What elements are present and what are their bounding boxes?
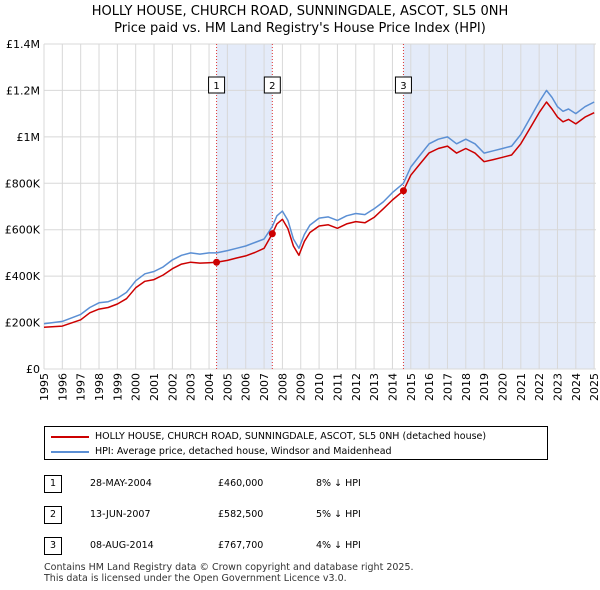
chart-title-line-1: HOLLY HOUSE, CHURCH ROAD, SUNNINGDALE, A… (91, 4, 509, 19)
transaction-points (213, 187, 407, 266)
sale-row-1: 1 28-MAY-2004 £460,000 8% ↓ HPI (44, 475, 564, 493)
sale-point-2 (268, 230, 276, 238)
sale-date: 08-AUG-2014 (90, 540, 154, 551)
x-tick-label: 2007 (258, 373, 271, 401)
x-tick-label: 2017 (441, 373, 454, 401)
y-tick-label: £200K (5, 317, 41, 330)
sale-hpi-diff: 5% ↓ HPI (316, 509, 361, 520)
legend-hpi-label: HPI: Average price, detached house, Wind… (95, 446, 392, 457)
sale-row-3: 3 08-AUG-2014 £767,700 4% ↓ HPI (44, 537, 564, 555)
footer-line-1: Contains HM Land Registry data © Crown c… (44, 562, 414, 573)
sale-row-2: 2 13-JUN-2007 £582,500 5% ↓ HPI (44, 506, 564, 524)
x-tick-label: 2010 (313, 373, 326, 401)
shaded-region-1 (216, 44, 273, 369)
sale-point-3 (399, 187, 407, 195)
x-tick-label: 1997 (75, 373, 88, 401)
transaction-box-2 (263, 76, 281, 94)
x-tick-label: 2000 (130, 373, 143, 401)
x-tick-label: 2021 (515, 373, 528, 401)
x-tick-label: 1996 (56, 373, 69, 401)
shaded-region-2 (403, 44, 595, 369)
x-tick-label: 1999 (111, 373, 124, 401)
x-tick-label: 2025 (588, 373, 600, 401)
x-tick-label: 2019 (478, 373, 491, 401)
transaction-box-3 (394, 76, 412, 94)
x-tick-label: 2012 (350, 373, 363, 401)
sale-number: 3 (44, 537, 62, 555)
x-tick-label: 2024 (570, 373, 583, 401)
shaded-regions (216, 44, 595, 369)
x-tick-label: 2011 (331, 373, 344, 401)
y-tick-label: £1M (17, 131, 41, 144)
x-tick-label: 2015 (405, 373, 418, 401)
sale-hpi-diff: 4% ↓ HPI (316, 540, 361, 551)
y-tick-label: £1.2M (6, 84, 40, 97)
legend-property-swatch (51, 435, 89, 438)
sale-hpi-diff: 8% ↓ HPI (316, 478, 361, 489)
hpi-line (43, 89, 595, 325)
x-tick-label: 2016 (423, 373, 436, 401)
transaction-label-1: 1 (213, 81, 219, 92)
legend-hpi-swatch (51, 450, 89, 453)
price-chart: 1 2 3 £0 £200K £400K £600K £800K £1M £1.2M £1.4M 1… (5, 38, 600, 401)
x-tick-label: 2004 (203, 373, 216, 401)
x-tick-label: 2006 (240, 373, 253, 401)
x-tick-label: 2013 (368, 373, 381, 401)
footer-line-2: This data is licensed under the Open Gov… (44, 573, 347, 584)
sale-date: 13-JUN-2007 (90, 509, 151, 520)
sale-number: 1 (44, 475, 62, 493)
y-tick-label: £1.4M (6, 38, 40, 51)
sale-price: £460,000 (218, 478, 264, 489)
y-tick-label: £600K (5, 224, 41, 237)
sale-price: £582,500 (218, 509, 264, 520)
legend-hpi: HPI: Average price, detached house, Wind… (51, 444, 392, 459)
grid-lines (43, 43, 596, 370)
series-lines (43, 89, 595, 328)
transaction-labels: 1 2 3 (208, 76, 412, 94)
x-tick-label: 2023 (551, 373, 564, 401)
legend: HOLLY HOUSE, CHURCH ROAD, SUNNINGDALE, A… (44, 426, 548, 460)
x-tick-label: 2002 (166, 373, 179, 401)
y-tick-label: £0 (26, 363, 40, 376)
legend-property: HOLLY HOUSE, CHURCH ROAD, SUNNINGDALE, A… (51, 429, 486, 444)
y-tick-label: £400K (5, 270, 41, 283)
y-tick-label: £800K (5, 177, 41, 190)
x-tick-label: 2008 (276, 373, 289, 401)
transaction-lines (216, 44, 404, 369)
x-tick-label: 2014 (386, 373, 399, 401)
x-tick-label: 2005 (221, 373, 234, 401)
legend-property-label: HOLLY HOUSE, CHURCH ROAD, SUNNINGDALE, A… (95, 431, 487, 442)
sale-number: 2 (44, 506, 62, 524)
x-tick-label: 1995 (38, 373, 51, 401)
x-tick-label: 2001 (148, 373, 161, 401)
x-tick-label: 2020 (496, 373, 509, 401)
chart-title-line-2: Price paid vs. HM Land Registry's House … (114, 21, 486, 36)
transaction-label-3: 3 (400, 81, 406, 92)
x-tick-label: 2009 (295, 373, 308, 401)
property-line (43, 101, 595, 328)
transaction-label-2: 2 (269, 81, 275, 92)
transaction-box-1 (208, 76, 226, 94)
axes: £0 £200K £400K £600K £800K £1M £1.2M £1.4M 1995 1… (5, 38, 600, 401)
x-tick-label: 1998 (93, 373, 106, 401)
x-tick-label: 2022 (533, 373, 546, 401)
x-tick-label: 2018 (460, 373, 473, 401)
sale-date: 28-MAY-2004 (90, 478, 152, 489)
sale-price: £767,700 (218, 540, 264, 551)
x-tick-label: 2003 (185, 373, 198, 401)
footer: Contains HM Land Registry data © Crown c… (44, 562, 414, 584)
sale-point-1 (213, 258, 221, 266)
